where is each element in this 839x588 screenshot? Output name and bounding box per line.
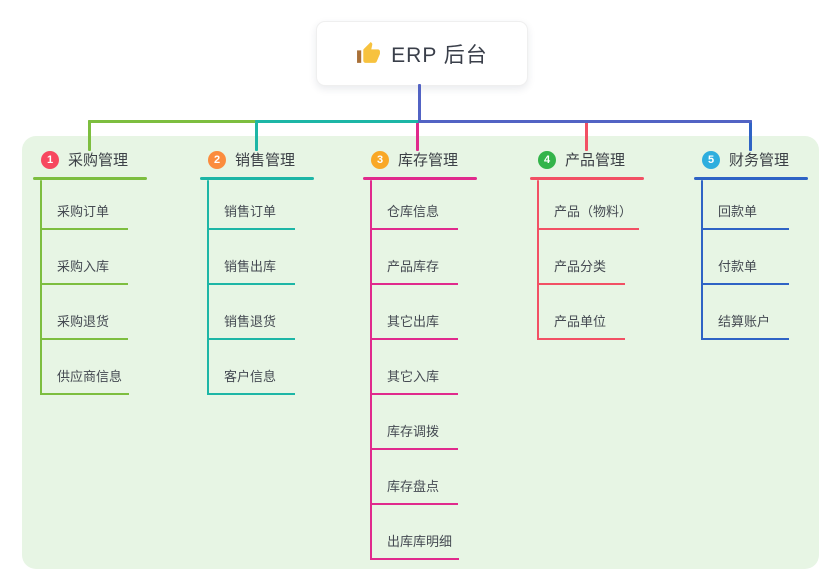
branch-underline	[33, 177, 147, 180]
thumbs-up-icon	[357, 42, 381, 63]
connector-drop-branch-3	[416, 120, 419, 151]
sub-item-node: 采购订单	[40, 186, 128, 230]
sub-item-node: 销售退货	[207, 296, 295, 340]
branch-node-5: 5 财务管理	[702, 150, 789, 169]
sub-item-node: 采购退货	[40, 296, 128, 340]
branch-node-2: 2 销售管理	[208, 150, 295, 169]
connector-drop-branch-5	[749, 120, 752, 151]
branch-label: 销售管理	[235, 152, 296, 169]
sub-branch-vline	[701, 180, 703, 340]
sub-branch-vline	[537, 180, 539, 340]
branch-label: 财务管理	[729, 152, 790, 169]
branch-label: 采购管理	[68, 152, 129, 169]
branch-number-badge: 2	[208, 150, 226, 169]
root-title: ERP 后台	[391, 43, 488, 67]
sub-item-node: 付款单	[701, 241, 789, 285]
connector-drop-branch-1	[88, 120, 91, 151]
sub-item-node: 产品分类	[537, 241, 625, 285]
sub-item-node: 产品（物料）	[537, 186, 639, 230]
branch-number-badge: 5	[702, 150, 720, 169]
connector-bus-left	[88, 120, 258, 123]
branch-number-badge: 4	[538, 150, 556, 169]
sub-item-node: 客户信息	[207, 351, 295, 395]
branch-label: 产品管理	[565, 152, 626, 169]
sub-item-node: 供应商信息	[40, 351, 129, 395]
connector-drop-branch-4	[585, 120, 588, 151]
connector-root-stem	[418, 84, 421, 123]
branch-underline	[363, 177, 477, 180]
root-node: ERP 后台	[316, 21, 528, 86]
sub-branch-vline	[207, 180, 209, 395]
sub-branch-vline	[40, 180, 42, 395]
sub-item-node: 出库库明细	[370, 516, 459, 560]
sub-item-node: 其它入库	[370, 351, 458, 395]
sub-item-node: 销售出库	[207, 241, 295, 285]
connector-bus-right	[418, 120, 752, 123]
sub-item-node: 其它出库	[370, 296, 458, 340]
sub-item-node: 库存盘点	[370, 461, 458, 505]
branch-node-4: 4 产品管理	[538, 150, 625, 169]
sub-branch-vline	[370, 180, 372, 560]
sub-item-node: 仓库信息	[370, 186, 458, 230]
branch-underline	[530, 177, 644, 180]
sub-item-node: 库存调拨	[370, 406, 458, 450]
branch-number-badge: 3	[371, 150, 389, 169]
branch-node-1: 1 采购管理	[41, 150, 128, 169]
branch-label: 库存管理	[398, 152, 459, 169]
branch-panel	[22, 136, 819, 569]
branch-underline	[200, 177, 314, 180]
sub-item-node: 产品单位	[537, 296, 625, 340]
sub-item-node: 结算账户	[701, 296, 789, 340]
branch-node-3: 3 库存管理	[371, 150, 458, 169]
sub-item-node: 采购入库	[40, 241, 128, 285]
sub-item-node: 回款单	[701, 186, 789, 230]
connector-bus-middle	[255, 120, 421, 123]
sub-item-node: 产品库存	[370, 241, 458, 285]
branch-underline	[694, 177, 808, 180]
connector-drop-branch-2	[255, 120, 258, 151]
branch-number-badge: 1	[41, 150, 59, 169]
sub-item-node: 销售订单	[207, 186, 295, 230]
